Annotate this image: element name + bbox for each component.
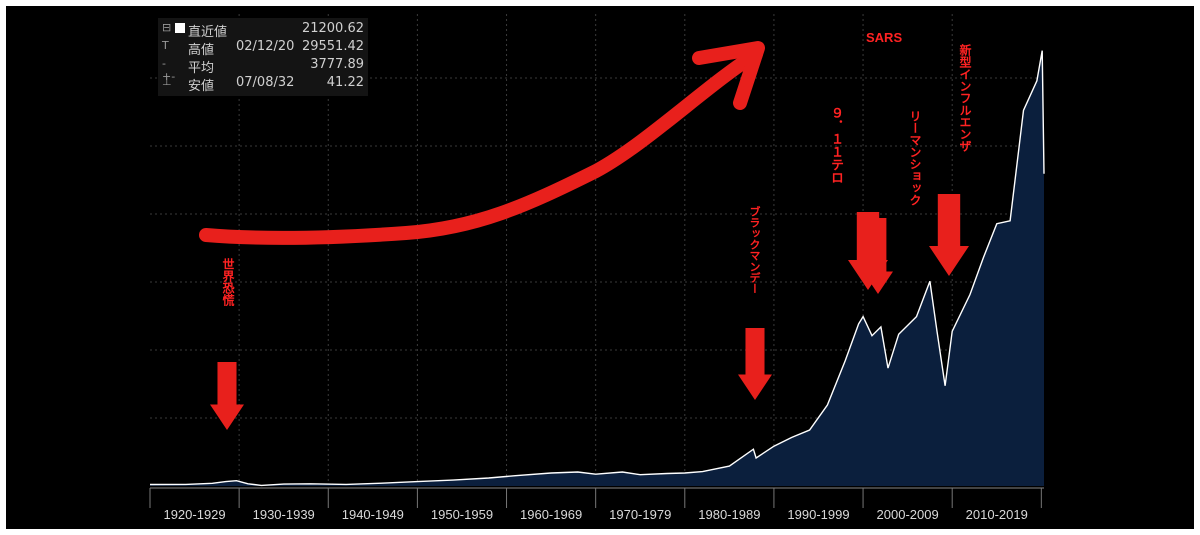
- legend-value: 29551.42: [301, 39, 364, 54]
- legend-label: 平均: [188, 61, 215, 76]
- x-tick-label: 1970-1979: [609, 507, 671, 522]
- legend-value: 3777.89: [310, 57, 364, 72]
- legend-value: 21200.62: [301, 21, 364, 36]
- legend-swatch: [175, 23, 185, 33]
- legend-date: 02/12/20: [236, 39, 295, 54]
- legend-symbol: -+-: [162, 57, 176, 83]
- annotation-sars: SARS: [866, 30, 903, 45]
- x-tick-label: 1920-1929: [163, 507, 225, 522]
- legend-row: ⊥ 安値 07/08/32 41.22: [158, 75, 368, 94]
- legend: ⊟ 直近値 21200.62 T 高値 02/12/20 29551.42 -+- 平均 3777…: [158, 18, 368, 96]
- x-tick-label: 2010-2019: [966, 507, 1028, 522]
- annotation-flu: 新型インフルエンザ: [958, 44, 972, 152]
- chart-frame: 1920-1929 1930-1939 1940-1949 1950-1959 1960…: [6, 6, 1194, 529]
- trend-arrow-head: [692, 41, 765, 110]
- x-tick-label: 2000-2009: [877, 507, 939, 522]
- annotation-depression: 世界恐慌: [221, 258, 235, 306]
- annotation-black-monday: ブラックマンデー: [748, 206, 761, 294]
- x-tick-label: 1950-1959: [431, 507, 493, 522]
- arrow-black-monday: [738, 328, 772, 400]
- arrow-lehman: [929, 194, 969, 276]
- area-fill: [150, 50, 1044, 486]
- annotation-lehman: リーマンショック: [908, 110, 922, 206]
- x-tick-label: 1940-1949: [342, 507, 404, 522]
- legend-label: 安値: [188, 79, 215, 94]
- legend-label: 直近値: [188, 25, 228, 40]
- arrow-sars: [863, 218, 893, 294]
- x-tick-label: 1960-1969: [520, 507, 582, 522]
- x-tick-label: 1990-1999: [787, 507, 849, 522]
- index-line: [149, 50, 1045, 487]
- annotation-911: ９．１１テロ: [828, 106, 843, 184]
- legend-date: 07/08/32: [236, 75, 295, 90]
- legend-symbol: T: [162, 39, 169, 52]
- legend-symbol: ⊥: [162, 75, 172, 88]
- legend-row: T 高値 02/12/20 29551.42: [158, 39, 368, 58]
- legend-row: -+- 平均 3777.89: [158, 57, 368, 83]
- arrow-depression: [210, 362, 244, 430]
- legend-symbol: ⊟: [162, 21, 172, 34]
- legend-value: 41.22: [326, 75, 364, 90]
- trend-arrow-shaft: [199, 47, 763, 245]
- legend-row: ⊟ 直近値 21200.62: [158, 21, 368, 40]
- x-tick-label: 1980-1989: [698, 507, 760, 522]
- x-tick-label: 1930-1939: [253, 507, 315, 522]
- legend-label: 高値: [188, 43, 215, 58]
